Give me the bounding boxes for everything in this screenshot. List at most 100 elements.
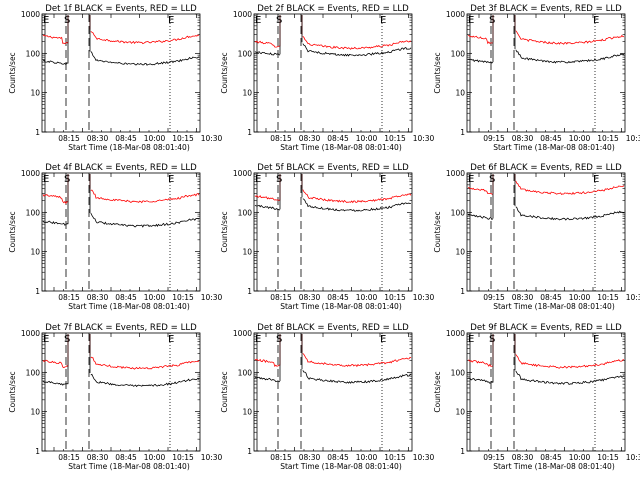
marker-label: E [168, 15, 174, 26]
series-line-lld [42, 356, 200, 370]
x-tick-label: 10:15 [597, 293, 619, 302]
x-tick-label: 08:30 [512, 453, 534, 462]
y-tick-label: 10 [30, 408, 40, 417]
y-tick-label: 100 [26, 368, 41, 377]
x-tick-label: 08:15 [270, 134, 292, 143]
series-line-lld [254, 353, 412, 368]
x-tick-label: 08:30 [87, 293, 109, 302]
y-tick-label: 1 [247, 447, 252, 456]
series-line-lld [42, 31, 200, 45]
detector-panel-5: Det 5f BLACK = Events, RED = LLD 1 10 100 10… [220, 163, 435, 311]
y-tick-label: 100 [26, 49, 41, 58]
x-tick-label: 09:15 [483, 453, 505, 462]
y-tick-label: 100 [238, 368, 253, 377]
marker-label: S [64, 15, 70, 26]
y-tick-label: 1 [35, 447, 40, 456]
x-tick-label: 10:00 [356, 134, 378, 143]
series-line-events [42, 212, 200, 228]
y-tick-label: 1 [247, 287, 252, 296]
y-axis-label: Counts/sec [8, 52, 17, 93]
x-tick-label: 08:45 [115, 293, 137, 302]
y-tick-label: 100 [451, 368, 466, 377]
series-line-events [467, 49, 625, 64]
marker-label: E [255, 174, 261, 185]
y-tick-label: 10 [242, 248, 252, 257]
y-tick-label: 1000 [446, 169, 465, 178]
detector-panel-3: Det 3f BLACK = Events, RED = LLD 1 10 100 10… [433, 4, 640, 152]
marker-label: E [380, 174, 386, 185]
marker-label: E [468, 334, 474, 345]
x-tick-label: 09:15 [483, 134, 505, 143]
y-tick-label: 1000 [21, 329, 40, 338]
x-tick-label: 10:30 [413, 453, 435, 462]
x-tick-label: 08:45 [540, 134, 562, 143]
x-tick-label: 08:30 [299, 453, 321, 462]
x-tick-label: 10:15 [384, 453, 406, 462]
series-line-lld [42, 189, 200, 205]
panel-title: Det 1f BLACK = Events, RED = LLD [45, 4, 197, 14]
panel-title: Det 2f BLACK = Events, RED = LLD [257, 4, 409, 14]
x-tick-label: 08:45 [327, 453, 349, 462]
marker-label: S [489, 174, 495, 185]
detector-panel-7: Det 7f BLACK = Events, RED = LLD 1 10 100 10… [8, 323, 223, 471]
panel-title: Det 4f BLACK = Events, RED = LLD [45, 163, 197, 173]
y-tick-label: 1 [460, 447, 465, 456]
x-tick-label: 10:15 [172, 453, 194, 462]
marker-label: E [43, 334, 49, 345]
x-tick-label: 10:15 [384, 293, 406, 302]
x-axis-label: Start Time (18-Mar-08 08:01:40) [280, 143, 402, 152]
y-tick-label: 1 [35, 128, 40, 137]
x-tick-label: 08:15 [270, 453, 292, 462]
marker-label: S [489, 15, 495, 26]
x-tick-label: 08:30 [87, 134, 109, 143]
marker-label: E [380, 334, 386, 345]
x-tick-label: 08:30 [299, 293, 321, 302]
x-tick-label: 08:30 [87, 453, 109, 462]
marker-label: S [64, 334, 70, 345]
x-tick-label: 08:45 [115, 453, 137, 462]
series-line-events [468, 206, 625, 221]
x-tick-label: 08:45 [115, 134, 137, 143]
x-tick-label: 10:00 [144, 134, 166, 143]
x-axis-label: Start Time (18-Mar-08 08:01:40) [493, 462, 615, 471]
marker-label: S [276, 334, 282, 345]
x-tick-label: 10:30 [626, 293, 640, 302]
y-axis-label: Counts/sec [220, 211, 229, 252]
y-tick-label: 10 [242, 408, 252, 417]
x-tick-label: 10:15 [597, 453, 619, 462]
x-tick-label: 10:00 [356, 293, 378, 302]
plot-frame [466, 172, 626, 292]
x-tick-label: 09:15 [483, 293, 505, 302]
x-tick-label: 08:30 [512, 293, 534, 302]
x-tick-label: 10:30 [201, 134, 223, 143]
y-tick-label: 1 [460, 287, 465, 296]
x-tick-label: 10:00 [144, 293, 166, 302]
series-line-events [42, 51, 200, 66]
x-tick-label: 10:00 [569, 134, 591, 143]
x-tick-label: 10:30 [413, 134, 435, 143]
marker-label: E [468, 15, 474, 26]
x-tick-label: 08:15 [270, 293, 292, 302]
x-tick-label: 10:00 [356, 453, 378, 462]
x-tick-label: 08:30 [299, 134, 321, 143]
plot-frame [253, 172, 413, 292]
marker-label: E [255, 15, 261, 26]
series-line-events [254, 370, 412, 384]
y-tick-label: 1000 [446, 10, 465, 19]
series-line-lld [468, 30, 625, 45]
plot-frame [466, 332, 626, 452]
panel-title: Det 8f BLACK = Events, RED = LLD [257, 323, 409, 333]
x-tick-label: 08:45 [327, 134, 349, 143]
detector-panel-4: Det 4f BLACK = Events, RED = LLD 1 10 100 10… [8, 163, 223, 311]
x-tick-label: 10:30 [201, 453, 223, 462]
x-tick-label: 10:00 [569, 453, 591, 462]
marker-label: E [593, 15, 599, 26]
x-tick-label: 10:15 [597, 134, 619, 143]
y-tick-label: 1000 [233, 10, 252, 19]
x-tick-label: 10:15 [172, 293, 194, 302]
x-axis-label: Start Time (18-Mar-08 08:01:40) [280, 302, 402, 311]
y-tick-label: 10 [455, 408, 465, 417]
y-tick-label: 10 [30, 89, 40, 98]
y-tick-label: 1000 [233, 329, 252, 338]
